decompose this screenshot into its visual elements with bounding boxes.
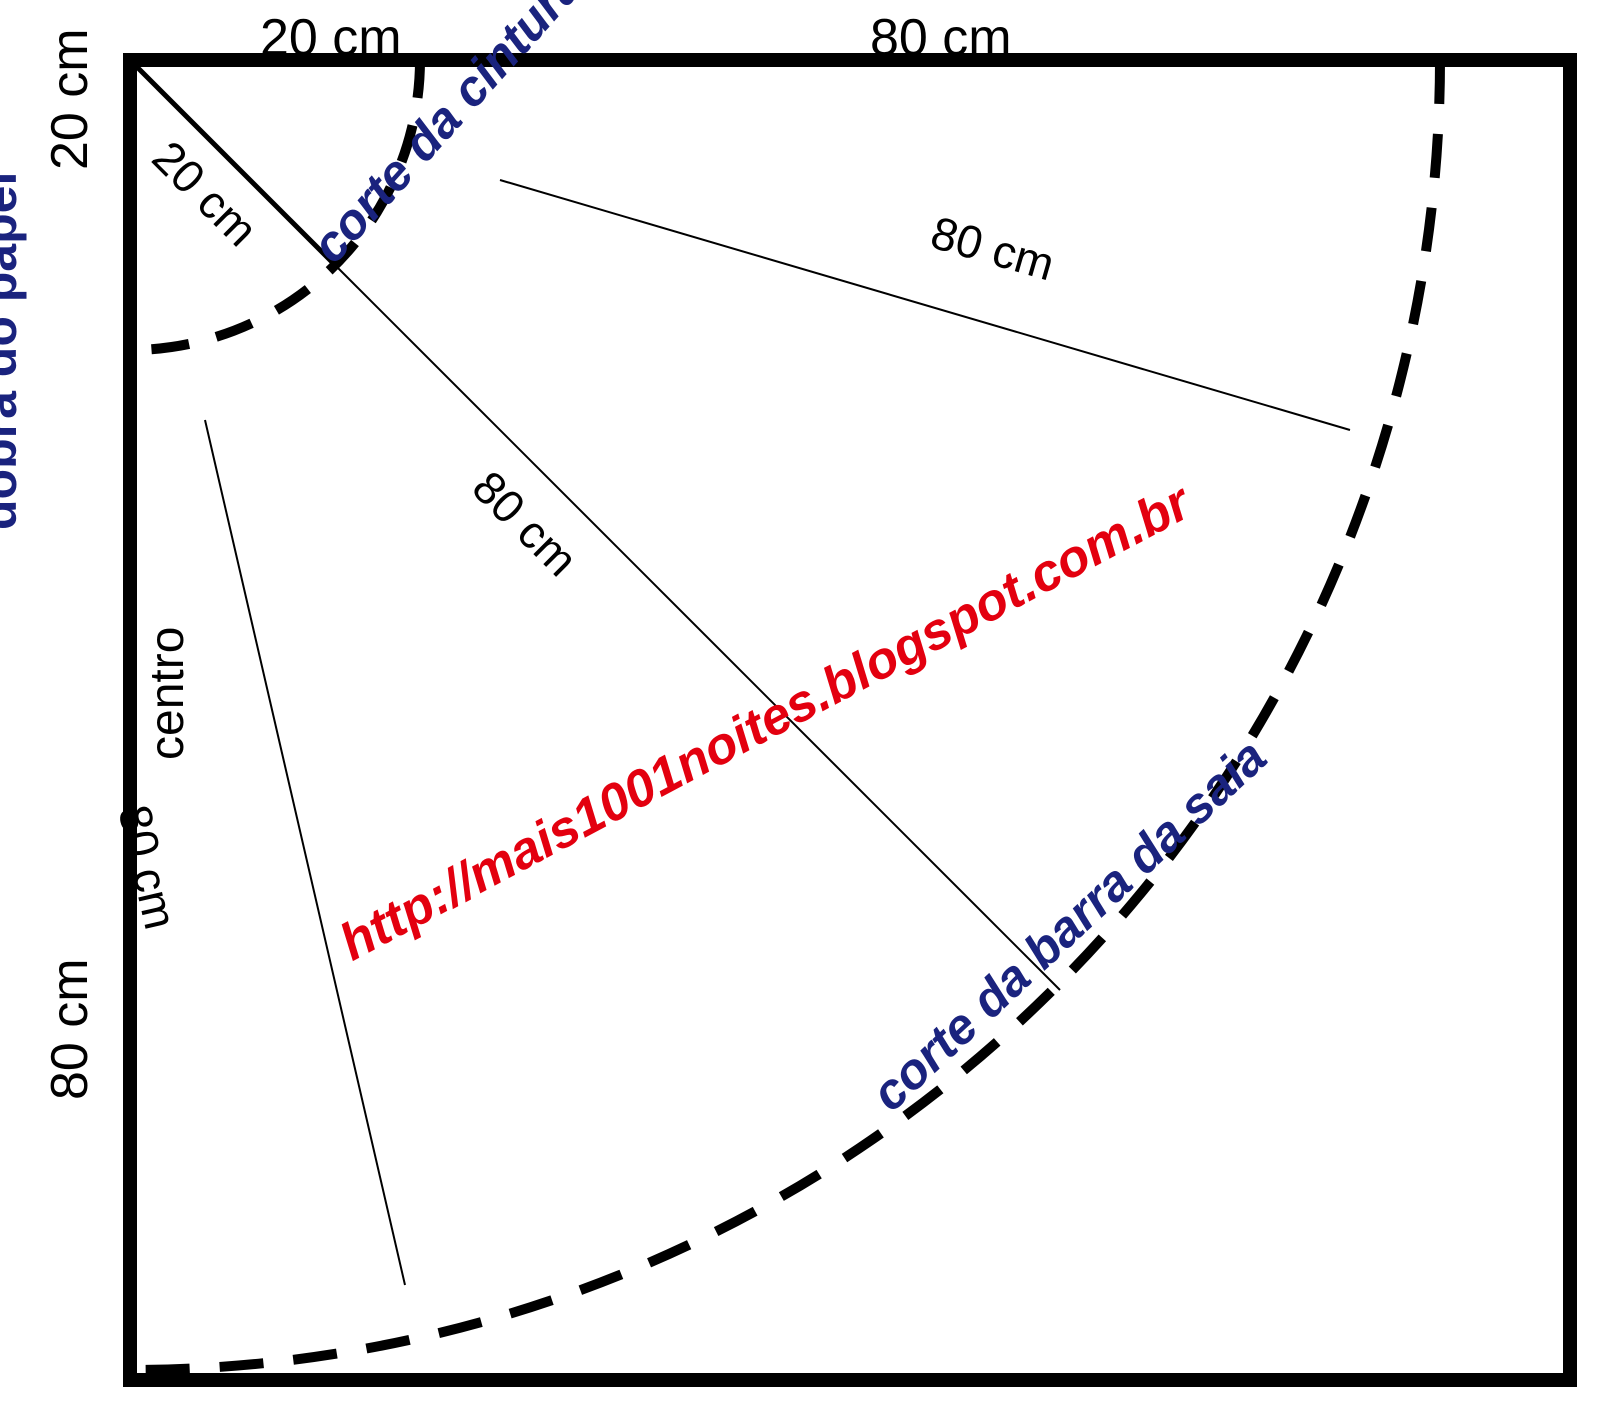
radial-left-80cm	[205, 420, 405, 1285]
label-centro: centro	[140, 627, 195, 760]
label-left-80cm: 80 cm	[40, 958, 100, 1100]
label-top-20cm: 20 cm	[260, 8, 402, 68]
radial-top-80cm	[500, 180, 1350, 430]
label-dobra-do-papel: dobra do papel	[0, 172, 28, 530]
label-top-80cm: 80 cm	[870, 8, 1012, 68]
diagram-canvas: 20 cm 80 cm 20 cm 80 cm dobra do papel c…	[0, 0, 1600, 1421]
label-left-20cm: 20 cm	[40, 28, 100, 170]
